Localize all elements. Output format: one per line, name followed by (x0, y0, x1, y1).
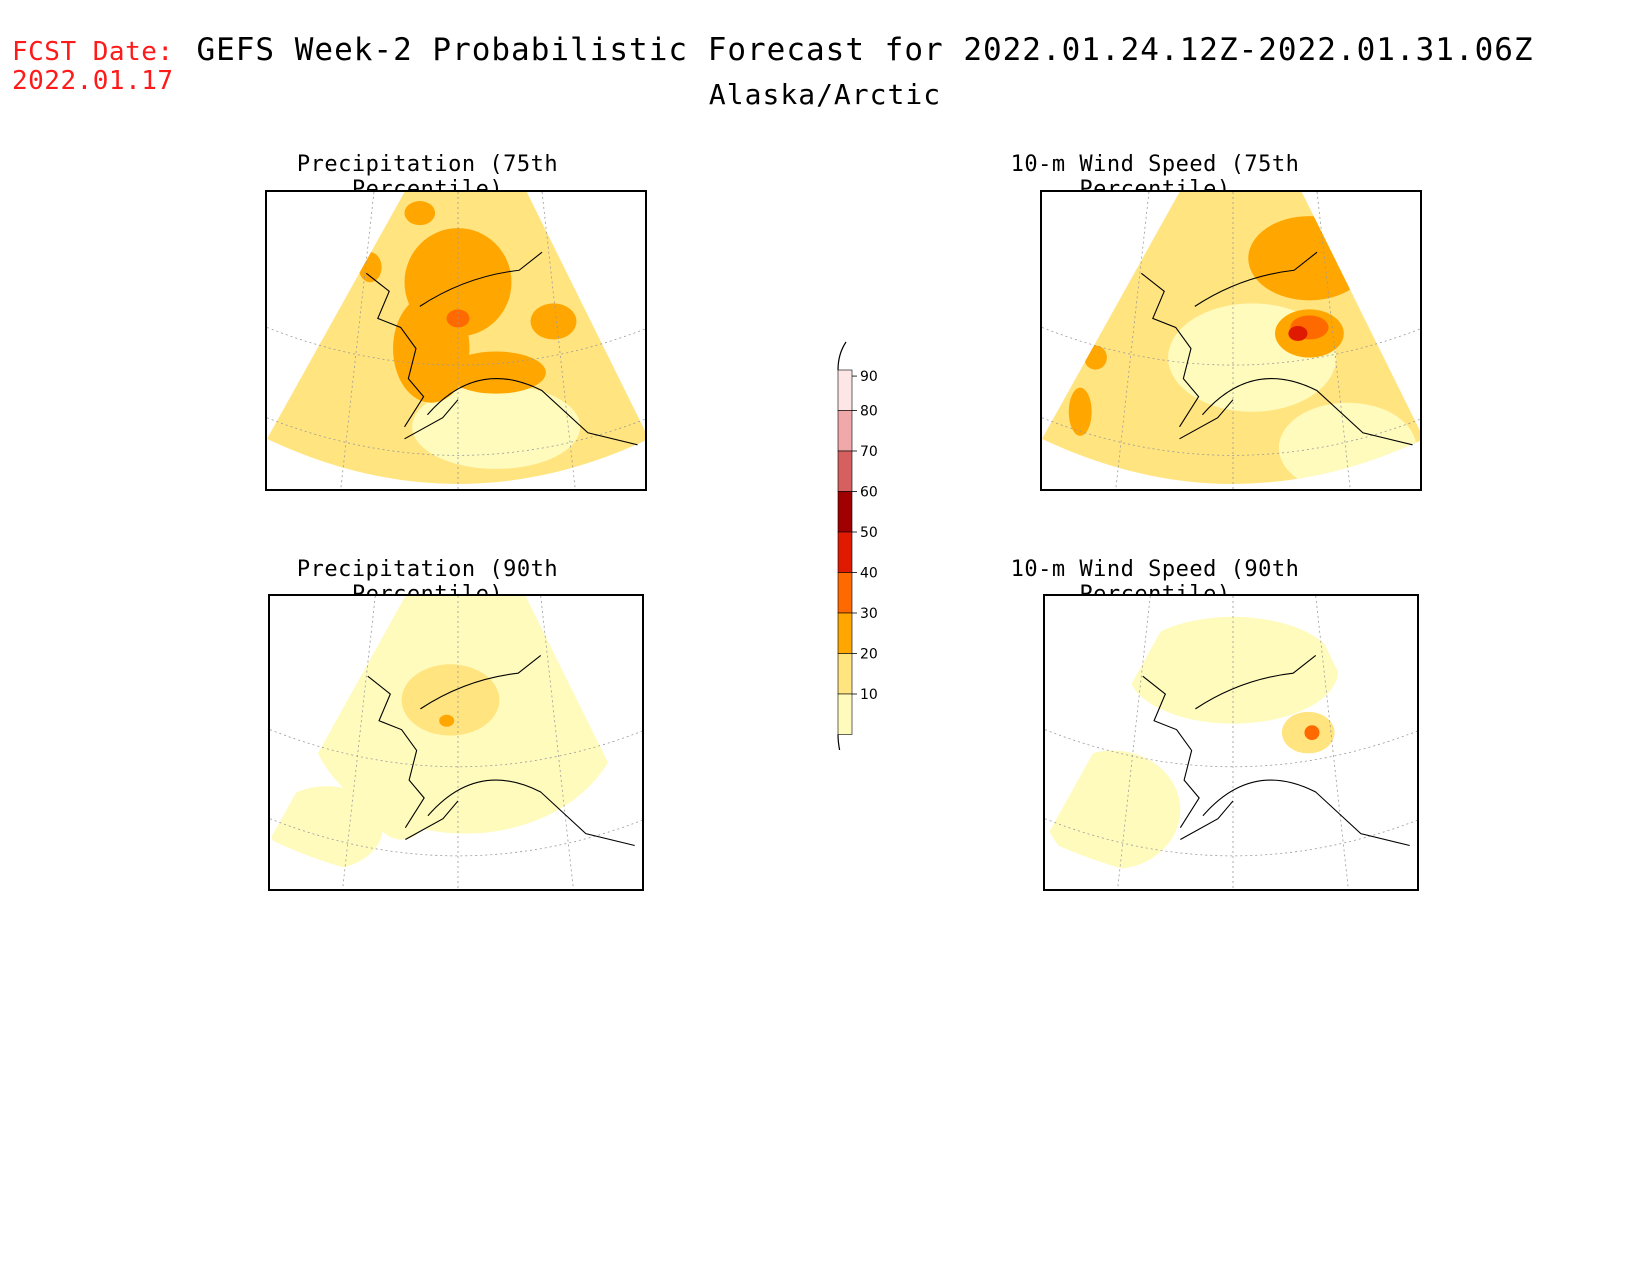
colorbar-box-70 (837, 450, 853, 492)
svg-wind90-coastline (1142, 654, 1410, 847)
svg-precip90-contour-4 (439, 714, 455, 727)
map-wind75-svg (1042, 192, 1420, 489)
colorbar-labels: 90 80 70 60 50 40 30 20 10 (860, 369, 878, 703)
svg-wind75-west-coast (1140, 272, 1200, 428)
svg-wind90-contour-0 (1127, 616, 1339, 724)
colorbar-label-90: 90 (860, 369, 878, 385)
svg-wind90-gulf-coast (1202, 779, 1410, 847)
svg-wind75-peninsula (1179, 399, 1234, 440)
map-precip90-svg (270, 596, 642, 889)
svg-wind75-contour-8 (1084, 345, 1107, 370)
colorbar-box-80 (837, 410, 853, 452)
colorbar-box-30 (837, 612, 853, 654)
colorbar-box-60 (837, 491, 853, 533)
fcst-date-value: 2022.01.17 (12, 66, 174, 96)
svg-precip75-field (267, 192, 645, 484)
svg-wind75-graticule (1042, 192, 1420, 489)
svg-precip90-coastline (367, 654, 635, 847)
colorbar: 90 80 70 60 50 40 30 20 10 (837, 341, 878, 750)
colorbar-label-60: 60 (860, 485, 878, 501)
colorbar-box-20 (837, 653, 853, 695)
svg-precip75-contour-8 (358, 252, 382, 283)
svg-precip75-graticule (267, 192, 645, 489)
colorbar-boxes (837, 341, 857, 750)
colorbar-label-10: 10 (860, 687, 878, 703)
svg-wind90-peninsula (1180, 800, 1234, 841)
svg-precip75-coastline (365, 251, 638, 446)
svg-wind75-field (1042, 192, 1420, 484)
colorbar-box-90 (837, 369, 853, 411)
svg-precip75-contour-1 (412, 384, 581, 469)
svg-precip90-contour-1 (270, 786, 383, 870)
page-title: GEFS Week-2 Probabilistic Forecast for 2… (196, 32, 1534, 68)
svg-wind90-field (1045, 616, 1339, 870)
map-wind90-svg (1045, 596, 1417, 889)
svg-precip90-field (270, 596, 624, 870)
colorbar-label-80: 80 (860, 404, 878, 420)
svg-wind90-north-coast (1195, 654, 1317, 710)
svg-wind75-contour-6 (1288, 325, 1308, 341)
fcst-date-label: FCST Date: (12, 37, 174, 67)
svg-precip75-contour-5 (530, 303, 577, 340)
colorbar-box-10 (837, 693, 853, 735)
svg-precip75-west-coast (365, 272, 425, 428)
svg-precip75-gulf-coast (427, 378, 638, 446)
map-wind75 (1040, 190, 1422, 491)
colorbar-box-50 (837, 531, 853, 573)
colorbar-label-50: 50 (860, 525, 878, 541)
colorbar-box-40 (837, 572, 853, 614)
colorbar-label-30: 30 (860, 606, 878, 622)
svg-wind75-north-coast (1194, 251, 1318, 307)
svg-precip75-peninsula (404, 399, 459, 440)
svg-precip90-gulf-coast (427, 779, 635, 847)
colorbar-label-20: 20 (860, 647, 878, 663)
colorbar-label-40: 40 (860, 566, 878, 582)
svg-wind75-coastline (1140, 251, 1413, 446)
colorbar-bottom-cap (837, 734, 841, 750)
map-precip75 (265, 190, 647, 491)
svg-precip90-peninsula (405, 800, 459, 841)
svg-wind90-contour-1 (1045, 750, 1181, 870)
map-precip75-svg (267, 192, 645, 489)
colorbar-label-70: 70 (860, 444, 878, 460)
svg-precip90-north-coast (420, 654, 542, 710)
svg-wind75-contour-7 (1068, 387, 1092, 436)
svg-precip90-contour-2 (371, 768, 432, 840)
svg-precip75-contour-7 (404, 201, 436, 226)
panel-title-wind75: 10-m Wind Speed (75th Percentile) (1010, 152, 1300, 202)
svg-precip90-west-coast (367, 675, 425, 828)
colorbar-top-cap (837, 341, 847, 371)
svg-wind75-contour-2 (1278, 402, 1417, 484)
svg-wind90-west-coast (1142, 675, 1200, 828)
svg-precip75-north-coast (419, 251, 543, 307)
map-wind90 (1043, 594, 1419, 891)
svg-wind90-contour-3 (1304, 725, 1320, 741)
region-subtitle: Alaska/Arctic (708, 78, 942, 111)
map-precip90 (268, 594, 644, 891)
svg-wind75-gulf-coast (1202, 378, 1413, 446)
